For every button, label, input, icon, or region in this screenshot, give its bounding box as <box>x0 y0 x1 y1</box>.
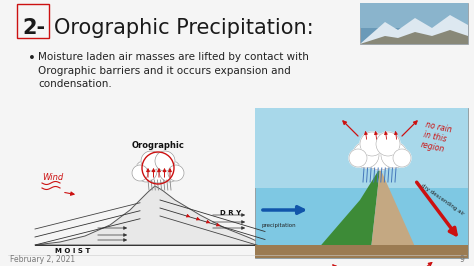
Polygon shape <box>360 15 468 44</box>
Circle shape <box>159 160 181 182</box>
Bar <box>255 108 468 258</box>
Bar <box>255 245 468 258</box>
Circle shape <box>132 165 148 181</box>
Polygon shape <box>360 30 468 44</box>
Circle shape <box>135 160 157 182</box>
Circle shape <box>168 165 184 181</box>
Circle shape <box>349 149 367 167</box>
Polygon shape <box>35 186 265 245</box>
Text: 2-: 2- <box>22 18 45 38</box>
Circle shape <box>143 153 173 183</box>
Text: M O I S T: M O I S T <box>55 248 91 254</box>
Text: precipitation: precipitation <box>262 222 297 227</box>
Circle shape <box>353 142 379 168</box>
Text: Orographic: Orographic <box>132 141 184 150</box>
Polygon shape <box>370 168 468 258</box>
Text: •: • <box>28 52 36 65</box>
Text: D R Y: D R Y <box>220 210 241 216</box>
Text: 9: 9 <box>459 256 464 264</box>
Circle shape <box>393 149 411 167</box>
Bar <box>255 108 468 188</box>
Polygon shape <box>255 168 380 258</box>
Circle shape <box>381 142 407 168</box>
Circle shape <box>360 132 384 156</box>
Text: dry descending air: dry descending air <box>420 183 465 217</box>
Text: Wind: Wind <box>42 173 63 182</box>
Circle shape <box>155 151 175 171</box>
Circle shape <box>362 134 398 170</box>
Text: Moisture laden air masses are lifted by contact with
Orographic barriers and it : Moisture laden air masses are lifted by … <box>38 52 309 89</box>
Text: Orographic Precipitation:: Orographic Precipitation: <box>54 18 314 38</box>
Bar <box>360 3 468 28</box>
Circle shape <box>376 132 400 156</box>
Text: no rain
in this
region: no rain in this region <box>420 120 452 155</box>
Bar <box>360 3 468 44</box>
Circle shape <box>141 151 161 171</box>
Text: February 2, 2021: February 2, 2021 <box>10 256 75 264</box>
